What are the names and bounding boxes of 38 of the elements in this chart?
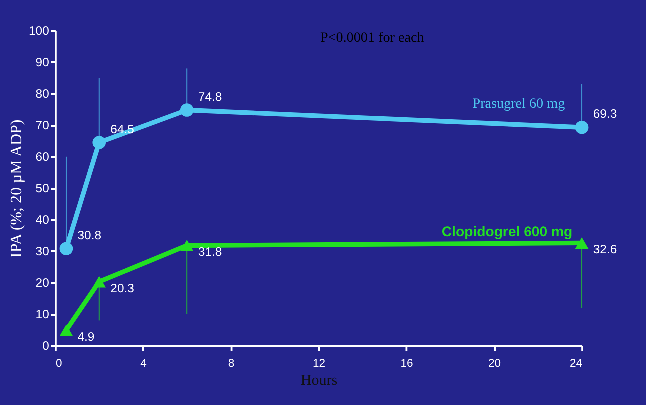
x-tick-label: 8 bbox=[228, 358, 235, 370]
data-label: 20.3 bbox=[110, 281, 135, 296]
series-label: Clopidogrel 600 mg bbox=[442, 224, 573, 240]
y-tick-label: 0 bbox=[42, 339, 50, 354]
y-tick-label: 10 bbox=[36, 308, 50, 322]
y-tick-label: 80 bbox=[36, 87, 50, 102]
y-axis-title: IPA (%; 20 µM ADP) bbox=[8, 120, 26, 258]
x-tick-label: 24 bbox=[570, 358, 583, 370]
point bbox=[60, 324, 74, 336]
series-label: Prasugrel 60 mg bbox=[472, 96, 566, 112]
y-tick-label: 50 bbox=[36, 182, 50, 196]
point bbox=[180, 240, 194, 252]
x-tick-label: 12 bbox=[312, 358, 326, 370]
y-tick-label: 30 bbox=[36, 244, 50, 259]
x-axis-title: Hours bbox=[300, 372, 338, 389]
point bbox=[575, 120, 589, 134]
point bbox=[60, 242, 74, 256]
point bbox=[575, 237, 589, 249]
y-tick-label: 70 bbox=[36, 118, 50, 133]
x-tick-label: 20 bbox=[488, 358, 502, 370]
data-label: 69.3 bbox=[593, 107, 618, 122]
y-tick-label: 100 bbox=[28, 24, 50, 38]
x-tick-label: 4 bbox=[140, 358, 147, 370]
data-label: 31.8 bbox=[198, 245, 222, 260]
y-tick-label: 20 bbox=[36, 276, 50, 290]
data-label: 30.8 bbox=[78, 228, 102, 242]
data-label: 4.9 bbox=[78, 330, 95, 344]
y-tick-label: 40 bbox=[36, 213, 50, 228]
x-tick-label: 16 bbox=[400, 358, 414, 370]
y-tick-label: 60 bbox=[36, 150, 50, 164]
x-tick-label: 0 bbox=[56, 358, 62, 370]
point bbox=[180, 104, 194, 117]
point bbox=[92, 136, 106, 150]
point bbox=[92, 276, 106, 288]
y-tick-label: 90 bbox=[36, 56, 50, 70]
data-label: 74.8 bbox=[198, 90, 222, 104]
data-label: 32.6 bbox=[593, 242, 618, 257]
annotation: P<0.0001 for each bbox=[320, 30, 424, 46]
